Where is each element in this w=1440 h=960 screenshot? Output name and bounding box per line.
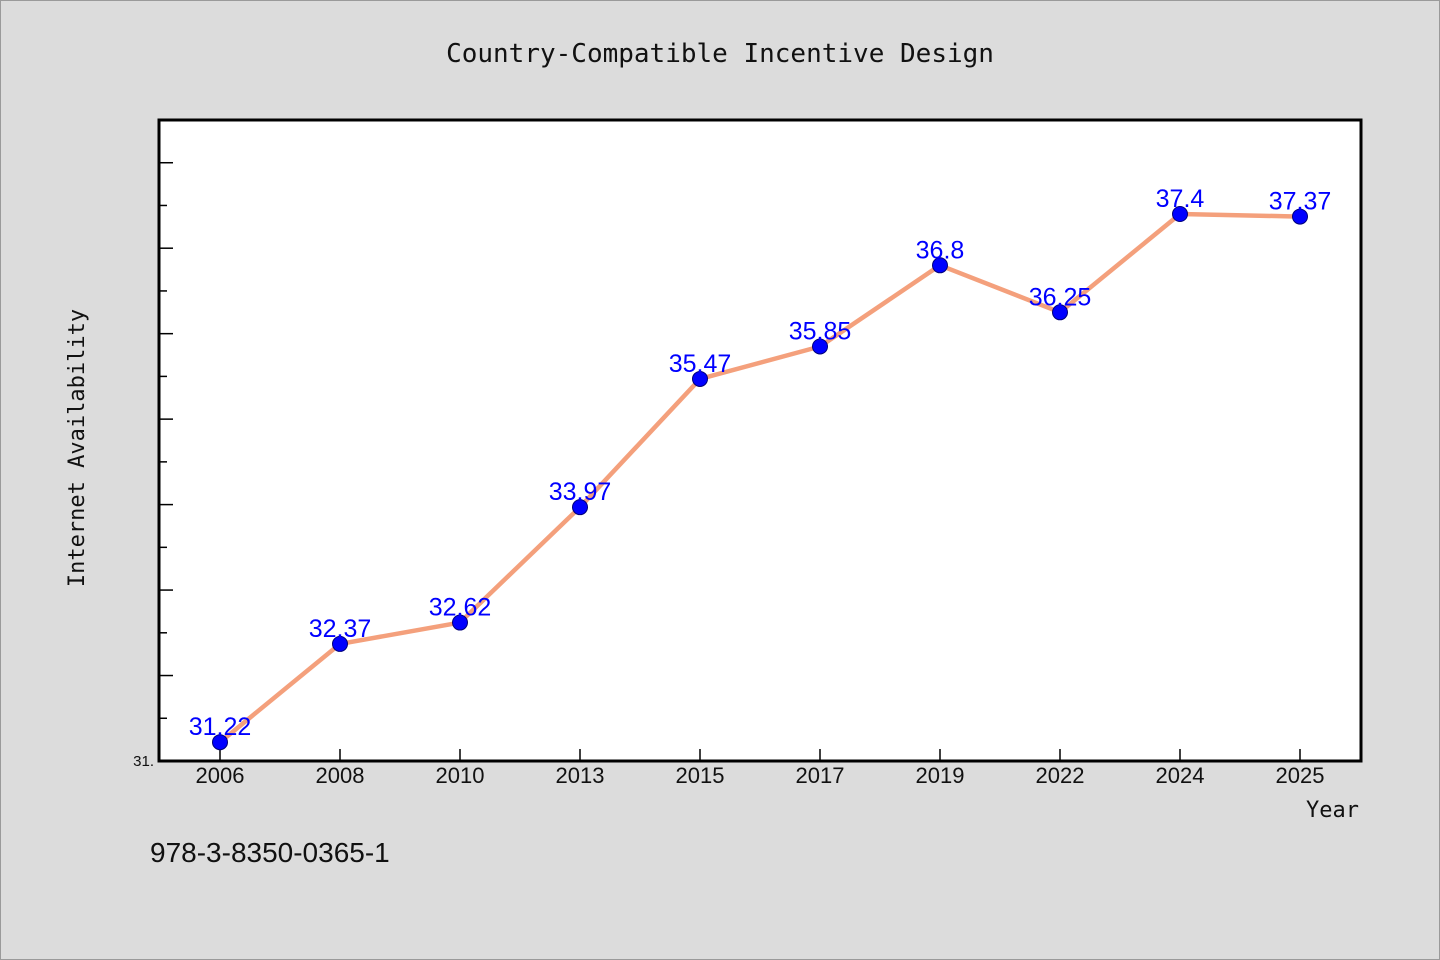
series-line: [217, 211, 1303, 745]
plot-area: [157, 118, 1363, 763]
x-tick-label: 2019: [916, 763, 965, 788]
data-label: 36.25: [1029, 283, 1092, 311]
data-point: [812, 338, 828, 355]
x-tick-labels: 2006 2008 2010 2013 2015 2017 2019 2022 2024 2025: [196, 763, 1325, 788]
data-label: 32.37: [309, 615, 372, 643]
x-tick-label: 2010: [436, 763, 485, 788]
data-label: 35.85: [789, 317, 852, 345]
x-axis-ticks: [219, 749, 1301, 761]
data-point: [212, 734, 228, 751]
x-axis-label: Year: [1306, 798, 1359, 823]
data-point: [332, 635, 348, 652]
data-label: 37.4: [1156, 185, 1205, 213]
data-point: [1052, 304, 1068, 321]
y-axis-label: Internet Availability: [65, 309, 90, 587]
data-label: 32.62: [429, 594, 492, 622]
x-tick-label: 2006: [196, 763, 245, 788]
x-tick-label: 2017: [796, 763, 845, 788]
footer-isbn: 978-3-8350-0365-1: [150, 837, 390, 868]
data-point: [1172, 206, 1188, 223]
data-labels: 31.22 32.37 32.62 33.97 35.47 35.85 36.8 36.25 3…: [189, 185, 1332, 741]
data-point: [572, 499, 588, 516]
x-tick-label: 2013: [556, 763, 605, 788]
data-label: 35.47: [669, 350, 732, 378]
y-axis-ticks: [159, 119, 173, 762]
data-point: [932, 257, 948, 274]
x-tick-label: 2022: [1036, 763, 1085, 788]
chart-title: Country-Compatible Incentive Design: [446, 39, 994, 69]
x-tick-label: 2025: [1276, 763, 1325, 788]
data-point: [692, 370, 708, 387]
data-label: 31.22: [189, 713, 252, 741]
x-tick-label: 2024: [1156, 763, 1205, 788]
series-markers: [212, 206, 1308, 751]
x-tick-label: 2015: [676, 763, 725, 788]
data-label: 37.37: [1269, 188, 1332, 216]
y-tick-label: 31.: [133, 753, 154, 770]
x-tick-label: 2008: [316, 763, 365, 788]
data-point: [1292, 208, 1308, 225]
data-point: [452, 614, 468, 631]
data-label: 33.97: [549, 478, 612, 506]
data-label: 36.8: [916, 236, 965, 264]
